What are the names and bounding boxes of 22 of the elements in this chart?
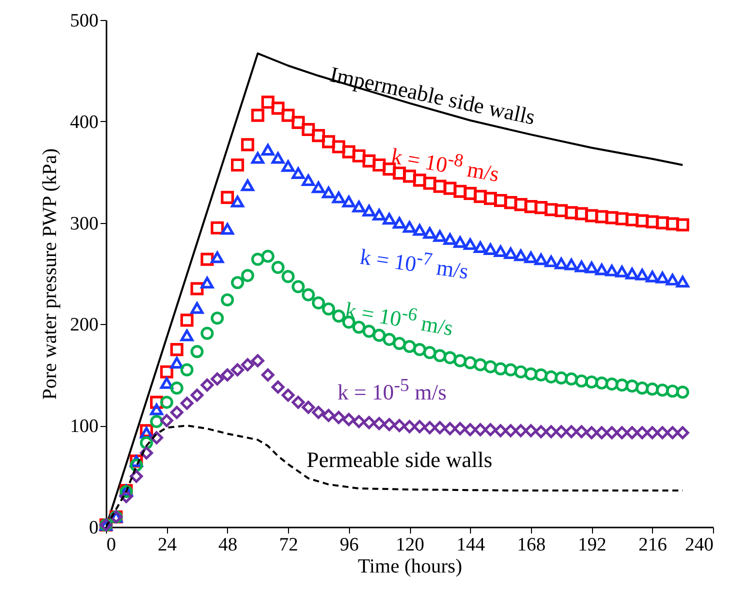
x-tick-label: 168 [517, 534, 546, 556]
x-tick-label: 216 [638, 534, 668, 556]
y-tick-label: 400 [70, 112, 98, 133]
y-axis-title: Pore water pressure PWP (kPa) [39, 148, 61, 400]
y-tick-label: 300 [70, 213, 98, 234]
x-tick-label: 192 [578, 534, 606, 556]
x-tick-label: 48 [218, 534, 238, 556]
x-tick-label: 144 [456, 534, 486, 556]
x-tick-label: 24 [158, 534, 178, 556]
y-tick-label: 100 [70, 416, 98, 438]
text: k = 10$^{-7}$ m/s [358, 243, 471, 285]
series-label: Permeable side walls [306, 447, 492, 474]
y-tick-label: 0 [89, 518, 98, 538]
x-tick-label: 96 [340, 534, 359, 556]
x-tick-label: 240 [685, 534, 714, 556]
y-tick-label: 500 [70, 10, 98, 32]
x-axis-title: Time (hours) [358, 556, 462, 578]
x-tick-label: 0 [106, 534, 116, 556]
y-tick-label: 200 [70, 314, 98, 336]
x-tick-label: 72 [279, 534, 298, 556]
series-label: k = 10$^{-5}$ m/s [338, 375, 447, 406]
x-tick-label: 120 [396, 534, 424, 556]
